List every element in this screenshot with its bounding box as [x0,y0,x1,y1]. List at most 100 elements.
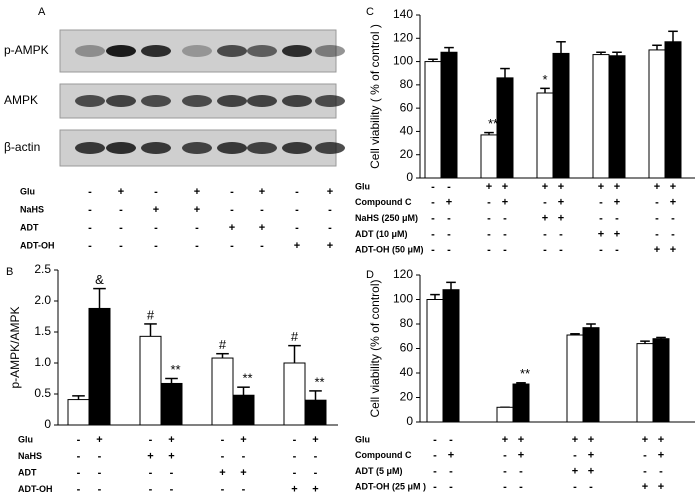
treatment-sign: + [654,244,660,256]
treatment-sign: - [230,204,234,216]
treatment-sign: + [658,434,664,446]
blot-band [75,142,105,154]
treatment-sign: - [431,181,435,193]
bar [424,61,442,179]
treatment-sign: + [518,434,524,446]
treatment-sign: + [502,181,508,193]
treatment-sign: - [119,204,123,216]
treatment-sign: - [487,244,491,256]
treatment-sign: - [293,434,297,446]
treatment-sign: - [221,483,225,495]
treatment-sign: + [658,481,664,493]
treatment-sign: + [588,465,594,477]
treatment-sign: - [154,240,158,252]
treatment-label: ADT (5 μM) [355,466,403,476]
blot-band [141,45,171,57]
treatment-sign: - [431,213,435,225]
treatment-sign: + [118,186,124,198]
treatment-sign: + [259,222,265,234]
treatment-sign: - [88,186,92,198]
bar [440,51,458,179]
bar [608,55,626,179]
blot-band [247,95,277,107]
treatment-sign: - [433,465,437,477]
y-tick-label: 0.5 [34,386,51,400]
treatment-sign: - [230,240,234,252]
treatment-sign: - [503,244,507,256]
bar [232,394,255,426]
treatment-sign: - [487,213,491,225]
treatment-sign: - [487,228,491,240]
bar [636,343,654,423]
treatment-sign: + [502,197,508,209]
bar [160,382,183,426]
y-tick-label: 1.5 [34,324,51,338]
treatment-sign: - [447,213,451,225]
blot-band [141,95,171,107]
y-tick-label: 0 [406,414,413,428]
panel-label: C [366,6,374,18]
treatment-sign: - [503,450,507,462]
y-tick-label: 2.0 [34,293,51,307]
blot-band [75,95,105,107]
treatment-sign: - [98,483,102,495]
bar [211,357,234,426]
treatment-sign: - [154,222,158,234]
treatment-sign: - [221,450,225,462]
treatment-label: ADT-OH (50 μM) [355,245,424,255]
treatment-label: ADT-OH [18,484,53,494]
blot-band [315,45,345,57]
treatment-sign: + [153,204,159,216]
treatment-sign: + [658,450,664,462]
blot-band [217,45,247,57]
blot-band [182,95,212,107]
blot-band [282,142,312,154]
y-tick-label: 20 [400,390,414,404]
treatment-sign: + [229,222,235,234]
y-tick-label: 40 [400,365,414,379]
treatment-sign: - [98,467,102,479]
treatment-sign: - [195,222,199,234]
significance-label: ** [488,116,498,131]
panel-label: B [6,266,13,278]
treatment-sign: - [615,213,619,225]
treatment-sign: + [558,197,564,209]
treatment-sign: + [291,483,297,495]
treatment-sign: - [88,240,92,252]
treatment-sign: + [168,450,174,462]
treatment-sign: - [431,228,435,240]
treatment-sign: + [518,450,524,462]
treatment-sign: - [242,450,246,462]
significance-label: ** [242,371,252,386]
treatment-sign: - [643,465,647,477]
bar [283,362,306,426]
y-tick-label: 140 [393,7,413,21]
treatment-sign: - [599,197,603,209]
y-tick-label: 60 [400,341,414,355]
bar [480,134,498,179]
treatment-sign: - [503,228,507,240]
bar [652,338,670,423]
treatment-sign: + [642,481,648,493]
treatment-label: NaHS (250 μM) [355,213,418,223]
treatment-sign: - [519,481,523,493]
treatment-sign: - [195,240,199,252]
treatment-label: ADT-OH [20,240,55,250]
treatment-label: Glu [18,434,33,444]
treatment-sign: + [572,465,578,477]
bar [566,334,584,423]
treatment-sign: + [194,204,200,216]
bar [67,399,90,426]
y-tick-label: 80 [400,77,414,91]
treatment-sign: + [670,181,676,193]
treatment-label: Glu [355,434,370,444]
treatment-sign: - [149,467,153,479]
treatment-sign: - [260,204,264,216]
treatment-sign: + [572,434,578,446]
treatment-sign: + [654,181,660,193]
blot-band [217,95,247,107]
treatment-sign: - [573,450,577,462]
treatment-sign: - [599,244,603,256]
treatment-sign: + [588,450,594,462]
